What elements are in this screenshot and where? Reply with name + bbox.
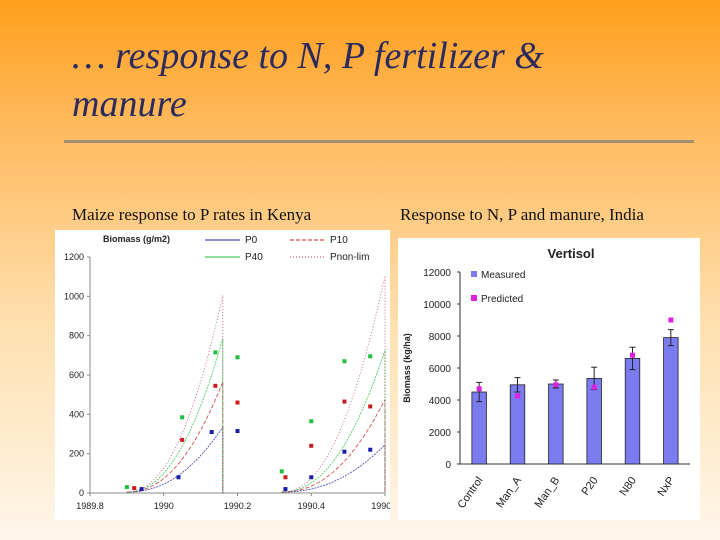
y-tick-label: 400: [69, 409, 84, 419]
left-caption: Maize response to P rates in Kenya: [72, 205, 312, 224]
vertisol-bar-chart: Vertisol Biomass (kg/ha) 0 2000 4000 6000 8000…: [402, 246, 690, 511]
bar-measured: [548, 383, 564, 465]
y-axis-label: Biomass (g/m2): [103, 234, 170, 244]
y-tick-label: 1200: [64, 252, 84, 262]
bar-measured: [586, 377, 602, 465]
x-tick-label: P20: [580, 475, 601, 498]
bar-measured: [471, 391, 487, 465]
data-point-p40: [342, 359, 347, 364]
simulated-curve-p10: [126, 381, 224, 493]
point-predicted: [515, 393, 520, 399]
simulated-curve-p40: [281, 350, 386, 493]
y-tick-label: 10000: [423, 300, 451, 311]
point-predicted: [591, 384, 597, 390]
legend-label: P0: [245, 235, 258, 246]
data-point-p40: [368, 354, 373, 359]
simulated-curve-p0: [281, 443, 386, 493]
bar-measured: [663, 337, 679, 465]
y-tick-label: 6000: [429, 364, 452, 375]
point-predicted: [630, 352, 635, 358]
data-point-p40: [235, 355, 240, 360]
india-chart-panel: Vertisol Biomass (kg/ha) 0 2000 4000 6000 8000…: [398, 238, 700, 520]
point-predicted: [553, 382, 559, 388]
data-point-p0: [283, 487, 288, 492]
x-tick-label: Man_B: [532, 475, 562, 510]
legend-label: Pnon-lim: [330, 252, 369, 263]
x-tick-label: 1989.8: [76, 501, 104, 511]
right-caption: Response to N, P and manure, India: [400, 205, 644, 224]
simulated-curve-pnon-lim: [126, 295, 224, 493]
y-tick-label: 4000: [429, 396, 452, 407]
legend-swatch-measured: [471, 271, 477, 277]
x-tick-label: 1990: [154, 501, 174, 511]
point-predicted: [476, 386, 482, 392]
data-point-p10: [132, 486, 137, 491]
data-point-p0: [235, 429, 240, 434]
y-tick-label: 600: [69, 370, 84, 380]
data-point-p0: [342, 449, 347, 454]
data-point-p0: [368, 447, 373, 452]
point-predicted: [668, 317, 674, 323]
title-line-1: … response to N, P fertilizer &: [72, 35, 544, 77]
chart-title: Vertisol: [548, 246, 595, 261]
title-line-2: manure: [72, 83, 187, 125]
x-tick-label: Man_A: [494, 474, 524, 510]
data-point-p40: [279, 469, 284, 474]
y-tick-label: 0: [445, 460, 451, 471]
data-point-p40: [213, 350, 218, 355]
data-point-p10: [342, 399, 347, 404]
data-point-p0: [176, 475, 181, 480]
x-tick-label: 1990.6: [371, 501, 390, 511]
data-point-p40: [124, 485, 129, 490]
y-tick-label: 2000: [429, 428, 452, 439]
x-tick-label: NxP: [656, 475, 678, 499]
simulated-curve-p40: [126, 338, 224, 493]
data-point-p10: [213, 383, 218, 388]
data-point-p0: [209, 430, 214, 435]
data-point-p0: [139, 487, 144, 492]
data-point-p10: [368, 404, 373, 409]
y-axis-label: Biomass (kg/ha): [402, 333, 412, 403]
title-divider: [64, 140, 694, 143]
data-point-p10: [235, 400, 240, 405]
simulated-curve-p10: [281, 399, 386, 493]
kenya-biomass-chart: 0 200 400 600 800 1000 1200 1989.8 1990 1990.2 199…: [64, 234, 399, 511]
data-point-p10: [180, 437, 185, 442]
legend-label: P40: [245, 252, 263, 263]
y-tick-label: 12000: [423, 268, 451, 279]
y-tick-label: 1000: [64, 291, 84, 301]
slide-title: … response to N, P fertilizer & manure: [72, 32, 692, 128]
legend-swatch-predicted: [471, 295, 477, 301]
x-tick-label: N80: [618, 475, 639, 498]
y-tick-label: 0: [79, 488, 84, 498]
data-point-p10: [309, 443, 314, 448]
data-point-p40: [180, 415, 185, 420]
legend-label: P10: [330, 235, 348, 246]
legend-label-measured: Measured: [481, 270, 525, 281]
kenya-chart-panel: 0 200 400 600 800 1000 1200 1989.8 1990 1990.2 199…: [55, 230, 399, 520]
data-point-p40: [309, 419, 314, 424]
bar-measured: [624, 358, 641, 465]
data-point-p0: [309, 475, 314, 480]
y-tick-label: 800: [69, 331, 84, 341]
data-point-p10: [283, 475, 288, 480]
x-tick-label: 1990.4: [297, 501, 325, 511]
x-tick-label: 1990.2: [224, 501, 252, 511]
simulated-curve-pnon-lim: [281, 275, 386, 493]
simulated-curve-p0: [126, 425, 224, 493]
y-tick-label: 200: [69, 449, 84, 459]
x-tick-label: Control: [455, 475, 485, 511]
legend-label-predicted: Predicted: [481, 294, 523, 305]
y-tick-label: 8000: [429, 332, 452, 343]
